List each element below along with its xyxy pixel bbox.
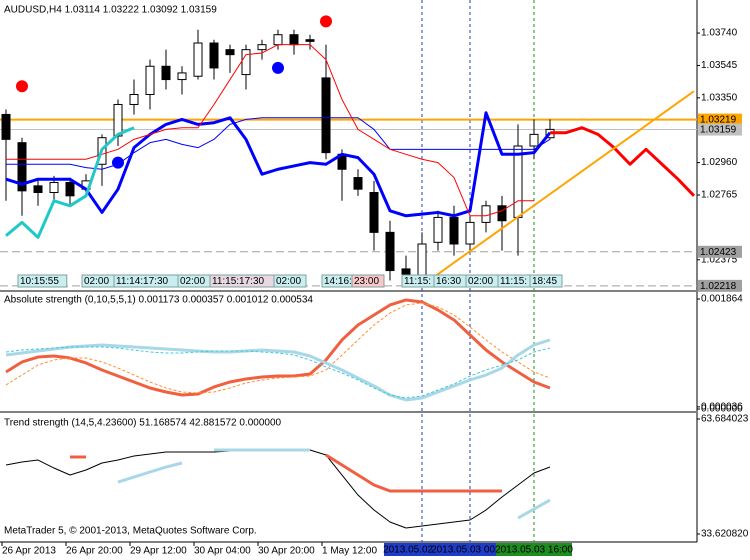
time-marker-box: [496, 543, 572, 556]
price-label: 1.02423: [700, 247, 737, 258]
candle-body: [273, 34, 283, 46]
candle-body: [113, 103, 123, 137]
candle-body: [241, 49, 251, 76]
candle-body: [129, 94, 139, 105]
indicator-line: [5, 111, 552, 218]
indicator-line: [5, 298, 551, 397]
indicator-line: [70, 453, 502, 493]
time-marker-box: [432, 543, 508, 556]
price-label-box: [698, 113, 742, 126]
time-marker-label: 2013.05.03 00:00: [431, 545, 509, 556]
chart-title: AUDUSD,H4 1.03114 1.03222 1.03092 1.0315…: [4, 5, 217, 16]
signal-dot: [112, 156, 124, 169]
candle-body: [145, 65, 155, 96]
candle-body: [193, 42, 203, 77]
indicator-line: [5, 346, 551, 399]
indicator-line: [117, 448, 551, 520]
session-label: 23:00: [354, 276, 379, 287]
session-label: 16:30: [436, 276, 461, 287]
candle-body: [433, 216, 443, 243]
y-tick-label: 0.000036: [701, 402, 743, 413]
indicator-line: [5, 338, 551, 402]
candle-body: [33, 185, 43, 194]
price-label-box: [698, 279, 742, 292]
session-label-box: [17, 274, 68, 288]
x-tick-label: 30 Apr 20:00: [258, 546, 315, 557]
candle-body: [65, 182, 75, 197]
signal-dot: [272, 61, 284, 74]
session-label-box: [351, 274, 385, 288]
indicator-line: [6, 44, 534, 217]
candle-body: [385, 231, 395, 272]
footer: MetaTrader 5, © 2001-2013, MetaQuotes So…: [4, 526, 257, 537]
price-label: 1.03219: [700, 115, 737, 126]
y-tick-label: 0.000000: [701, 404, 743, 415]
price-label: 1.02218: [700, 281, 737, 292]
indicator-line: [5, 126, 135, 239]
candle-body: [449, 216, 459, 245]
candle-body: [369, 192, 379, 233]
candle-body: [305, 39, 315, 42]
candle-body: [17, 142, 27, 192]
indicator-title: Absolute strength (0,10,5,5,1) 0.001173 …: [4, 295, 313, 306]
candle-body: [465, 221, 475, 245]
candle-body: [417, 243, 427, 277]
session-label: 10:15:55: [20, 276, 59, 287]
y-tick-label: 33.620820: [701, 529, 749, 540]
candle-body: [49, 182, 59, 194]
candle-body: [513, 145, 523, 218]
candle-body: [481, 205, 491, 223]
y-tick-label: 0.001864: [701, 294, 743, 305]
session-label: 02:00: [276, 276, 301, 287]
indicator-title: Trend strength (14,5,4.23600) 51.168574 …: [4, 418, 282, 429]
session-label: 02:00: [468, 276, 493, 287]
candle-body: [177, 72, 187, 81]
x-tick-label: 26 Apr 20:00: [66, 546, 123, 557]
price-label: 1.03159: [700, 125, 737, 136]
time-marker-label: 2013.05.02 12:00: [383, 545, 461, 556]
candle-body: [529, 133, 539, 147]
candle-body: [497, 205, 507, 222]
session-label-box: [529, 274, 563, 288]
time-marker-label: 2013.05.03 16:00: [495, 545, 573, 556]
candle-body: [321, 77, 331, 154]
candle-body: [225, 49, 235, 56]
y-tick-label: 1.03545: [701, 60, 738, 71]
candle-body: [257, 44, 267, 51]
candle-body: [209, 42, 219, 69]
x-tick-label: 26 Apr 2013: [2, 546, 56, 557]
candle-body: [1, 113, 11, 140]
trend-line: [421, 90, 695, 287]
session-label: 02:00: [180, 276, 205, 287]
y-tick-label: 1.03350: [701, 92, 738, 103]
session-label: 11:15:: [500, 276, 527, 287]
session-label: 11:15:: [404, 276, 431, 287]
session-label: 14:16:: [324, 276, 352, 287]
indicator-line: [5, 302, 551, 394]
indicator-line: [550, 126, 696, 197]
y-tick-label: 1.03740: [701, 28, 738, 39]
price-label-box: [698, 123, 742, 136]
session-label: 18:45: [532, 276, 557, 287]
candle-body: [289, 34, 299, 46]
signal-dot: [320, 15, 332, 28]
x-tick-label: 30 Apr 04:00: [194, 546, 251, 557]
session-label-box: [273, 274, 307, 288]
candle-body: [353, 177, 363, 190]
session-label: 11:14:17:30: [116, 276, 169, 287]
session-label: 11:15:17:30: [212, 276, 265, 287]
candle-body: [161, 65, 171, 81]
y-tick-label: 1.02960: [701, 157, 738, 168]
y-tick-label: 1.02765: [701, 190, 738, 201]
price-label-box: [698, 245, 742, 258]
y-tick-label: 1.02375: [701, 254, 738, 265]
y-tick-label: 63.684023: [701, 414, 749, 425]
x-tick-label: 29 Apr 12:00: [130, 546, 187, 557]
signal-dot: [16, 80, 28, 93]
x-tick-label: 1 May 12:00: [322, 546, 377, 557]
session-label: 02:00: [84, 276, 109, 287]
